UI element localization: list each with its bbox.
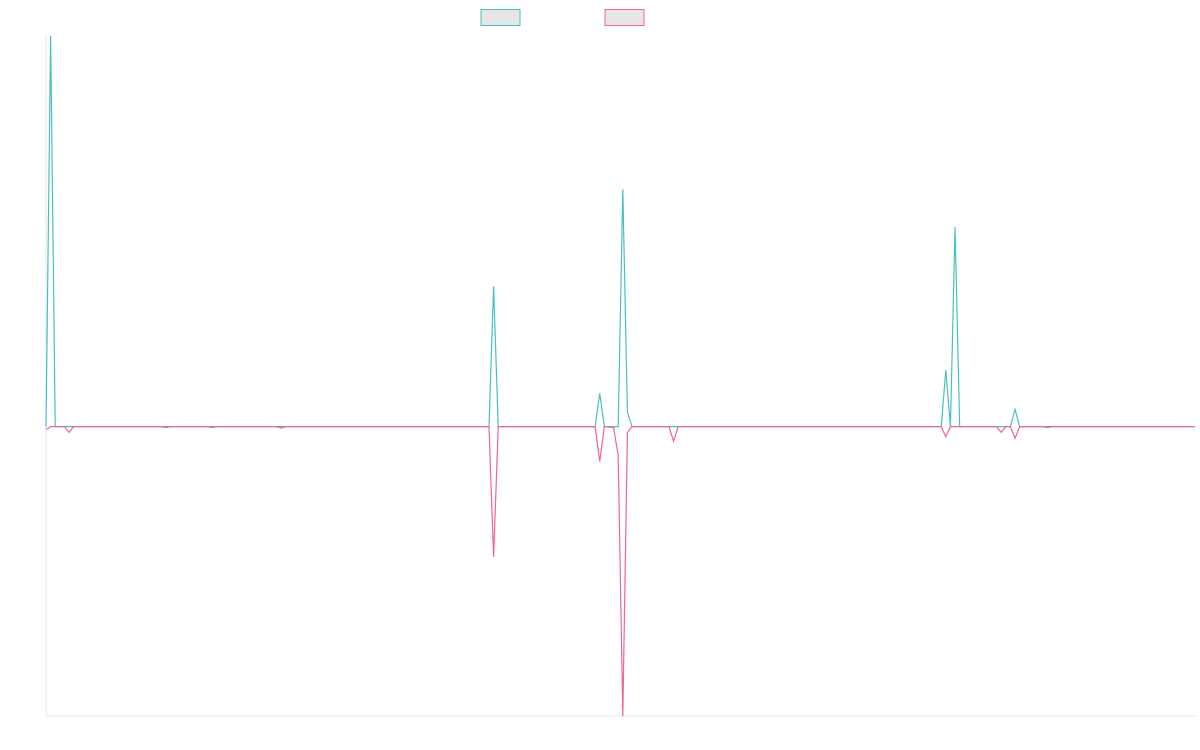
series-layer: [45, 35, 1195, 717]
legend-swatch-1[interactable]: [480, 9, 521, 26]
series-line-2: [45, 425, 1195, 717]
legend: [480, 9, 645, 26]
series-line-1: [45, 35, 1195, 428]
legend-swatch-2[interactable]: [604, 9, 645, 26]
